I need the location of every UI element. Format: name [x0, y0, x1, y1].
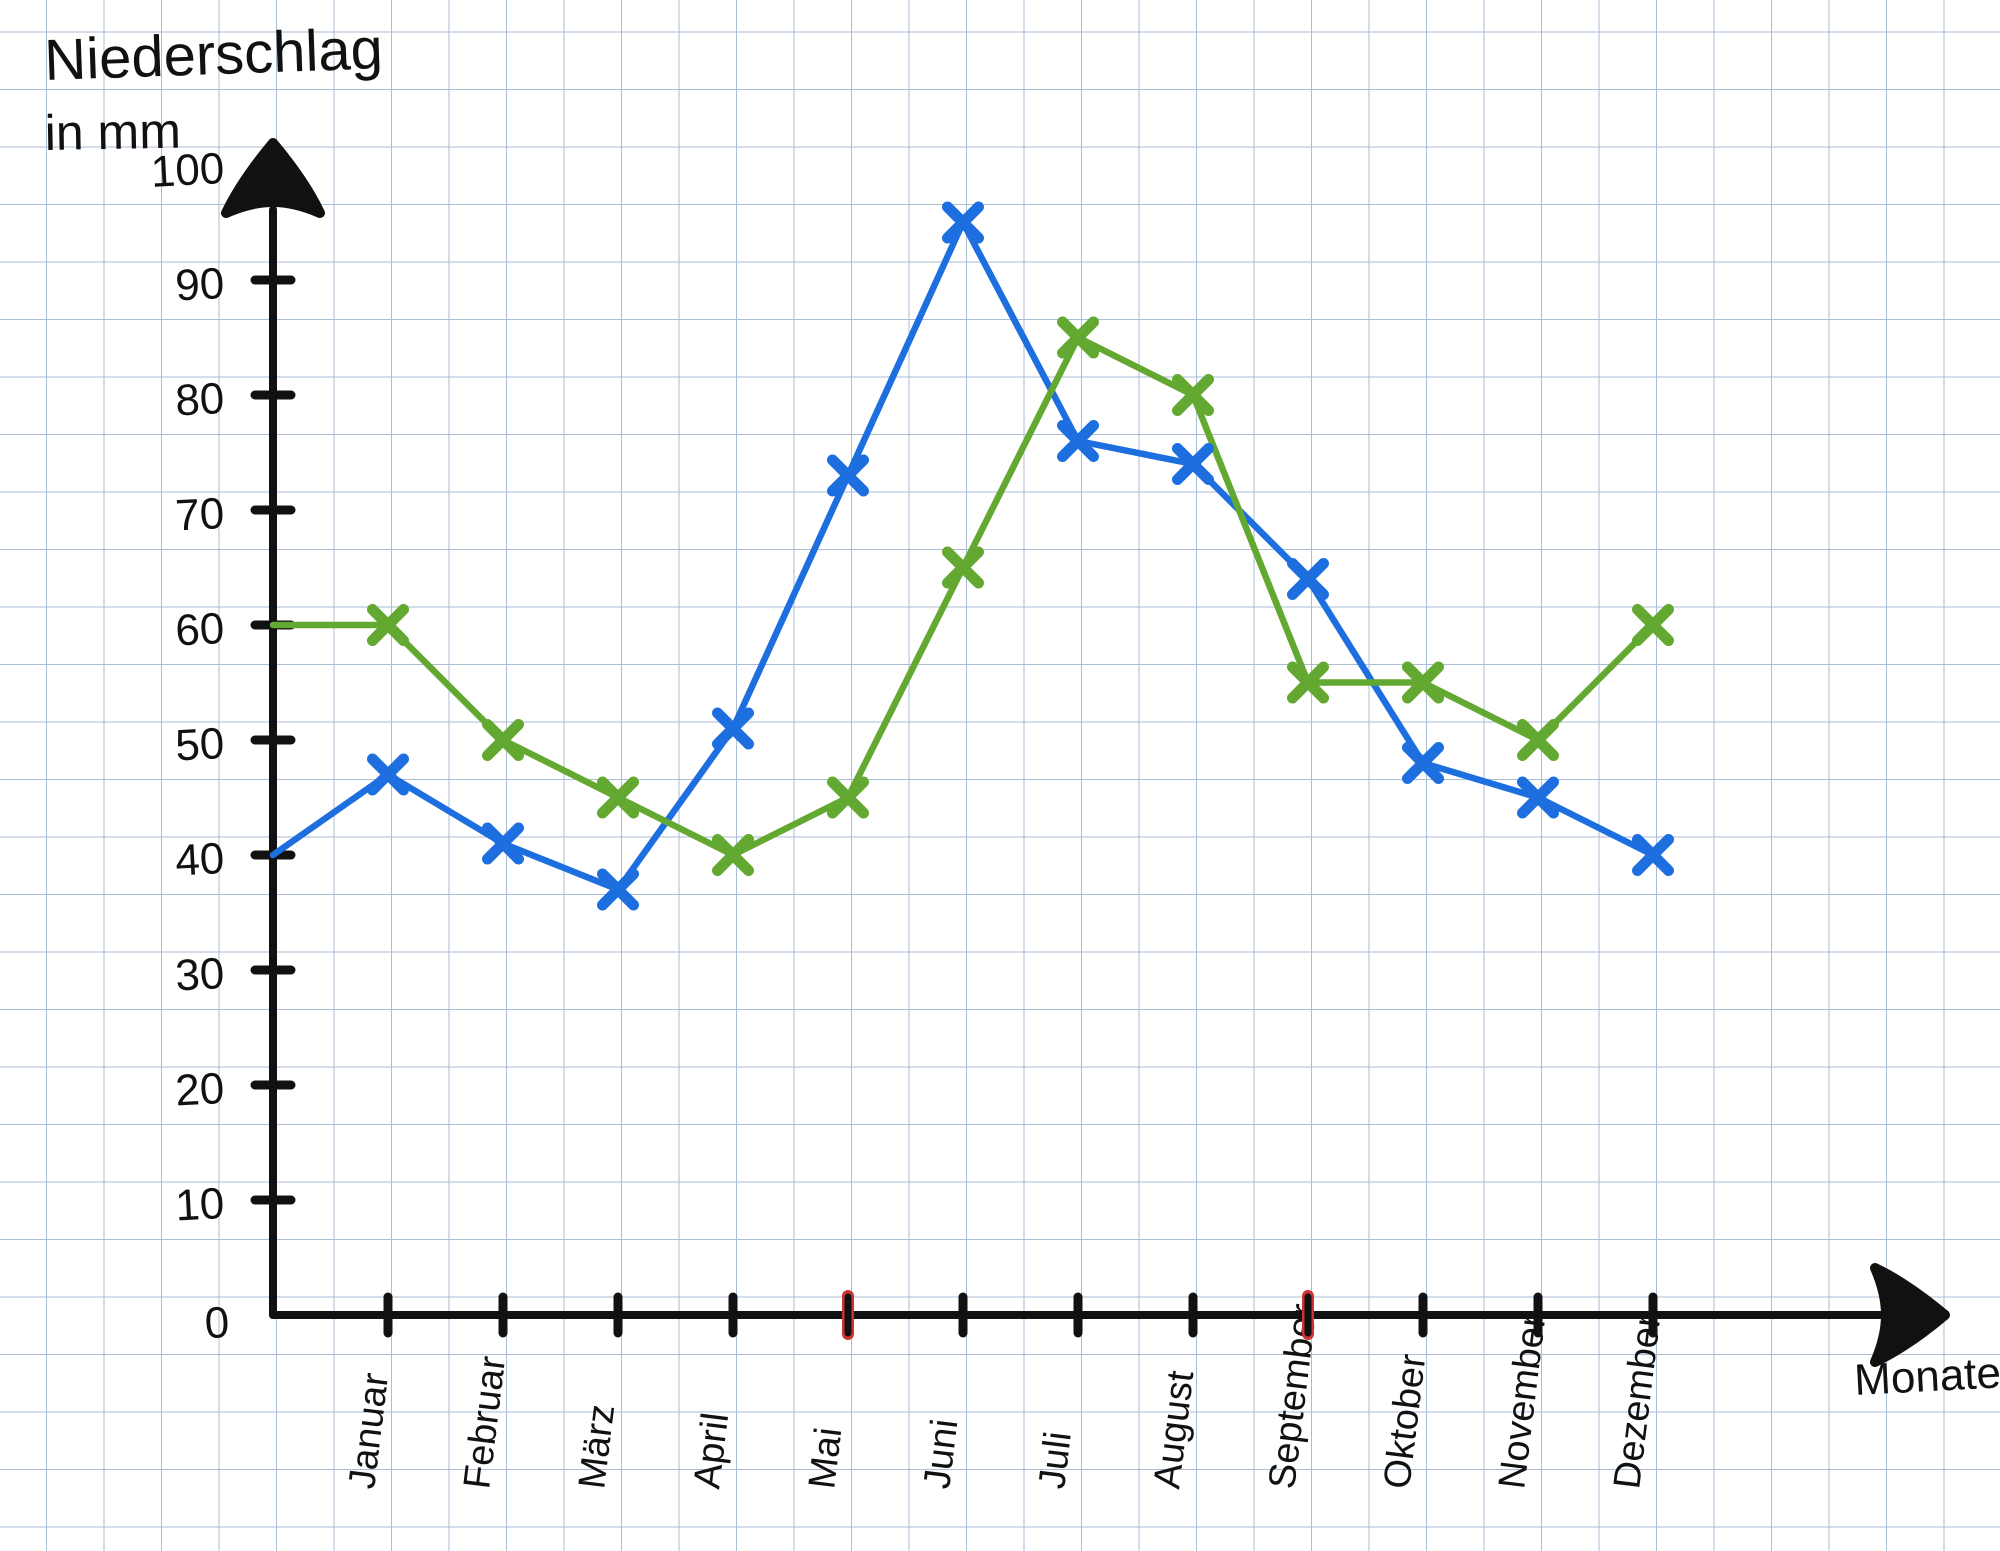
svg-text:Juni: Juni — [916, 1417, 966, 1491]
svg-text:20: 20 — [174, 1064, 225, 1115]
svg-text:Oktober: Oktober — [1376, 1351, 1434, 1491]
svg-text:30: 30 — [174, 949, 225, 1000]
svg-text:Mai: Mai — [801, 1425, 850, 1491]
svg-text:Januar: Januar — [341, 1370, 397, 1491]
svg-text:0: 0 — [204, 1298, 231, 1348]
svg-text:August: August — [1146, 1368, 1202, 1491]
svg-text:Niederschlag: Niederschlag — [43, 16, 384, 93]
svg-text:80: 80 — [174, 374, 225, 425]
svg-text:10: 10 — [174, 1179, 225, 1230]
svg-text:November: November — [1491, 1312, 1554, 1491]
svg-text:100: 100 — [150, 144, 226, 197]
svg-text:März: März — [571, 1402, 623, 1491]
svg-text:April: April — [686, 1411, 737, 1492]
svg-text:60: 60 — [174, 604, 225, 655]
svg-text:Juli: Juli — [1031, 1429, 1080, 1491]
svg-text:Dezember: Dezember — [1606, 1312, 1669, 1491]
svg-text:40: 40 — [174, 834, 225, 885]
svg-text:70: 70 — [174, 489, 225, 540]
svg-text:Februar: Februar — [456, 1354, 514, 1492]
svg-text:50: 50 — [174, 719, 225, 770]
svg-text:90: 90 — [174, 259, 225, 310]
svg-text:September: September — [1261, 1301, 1325, 1491]
